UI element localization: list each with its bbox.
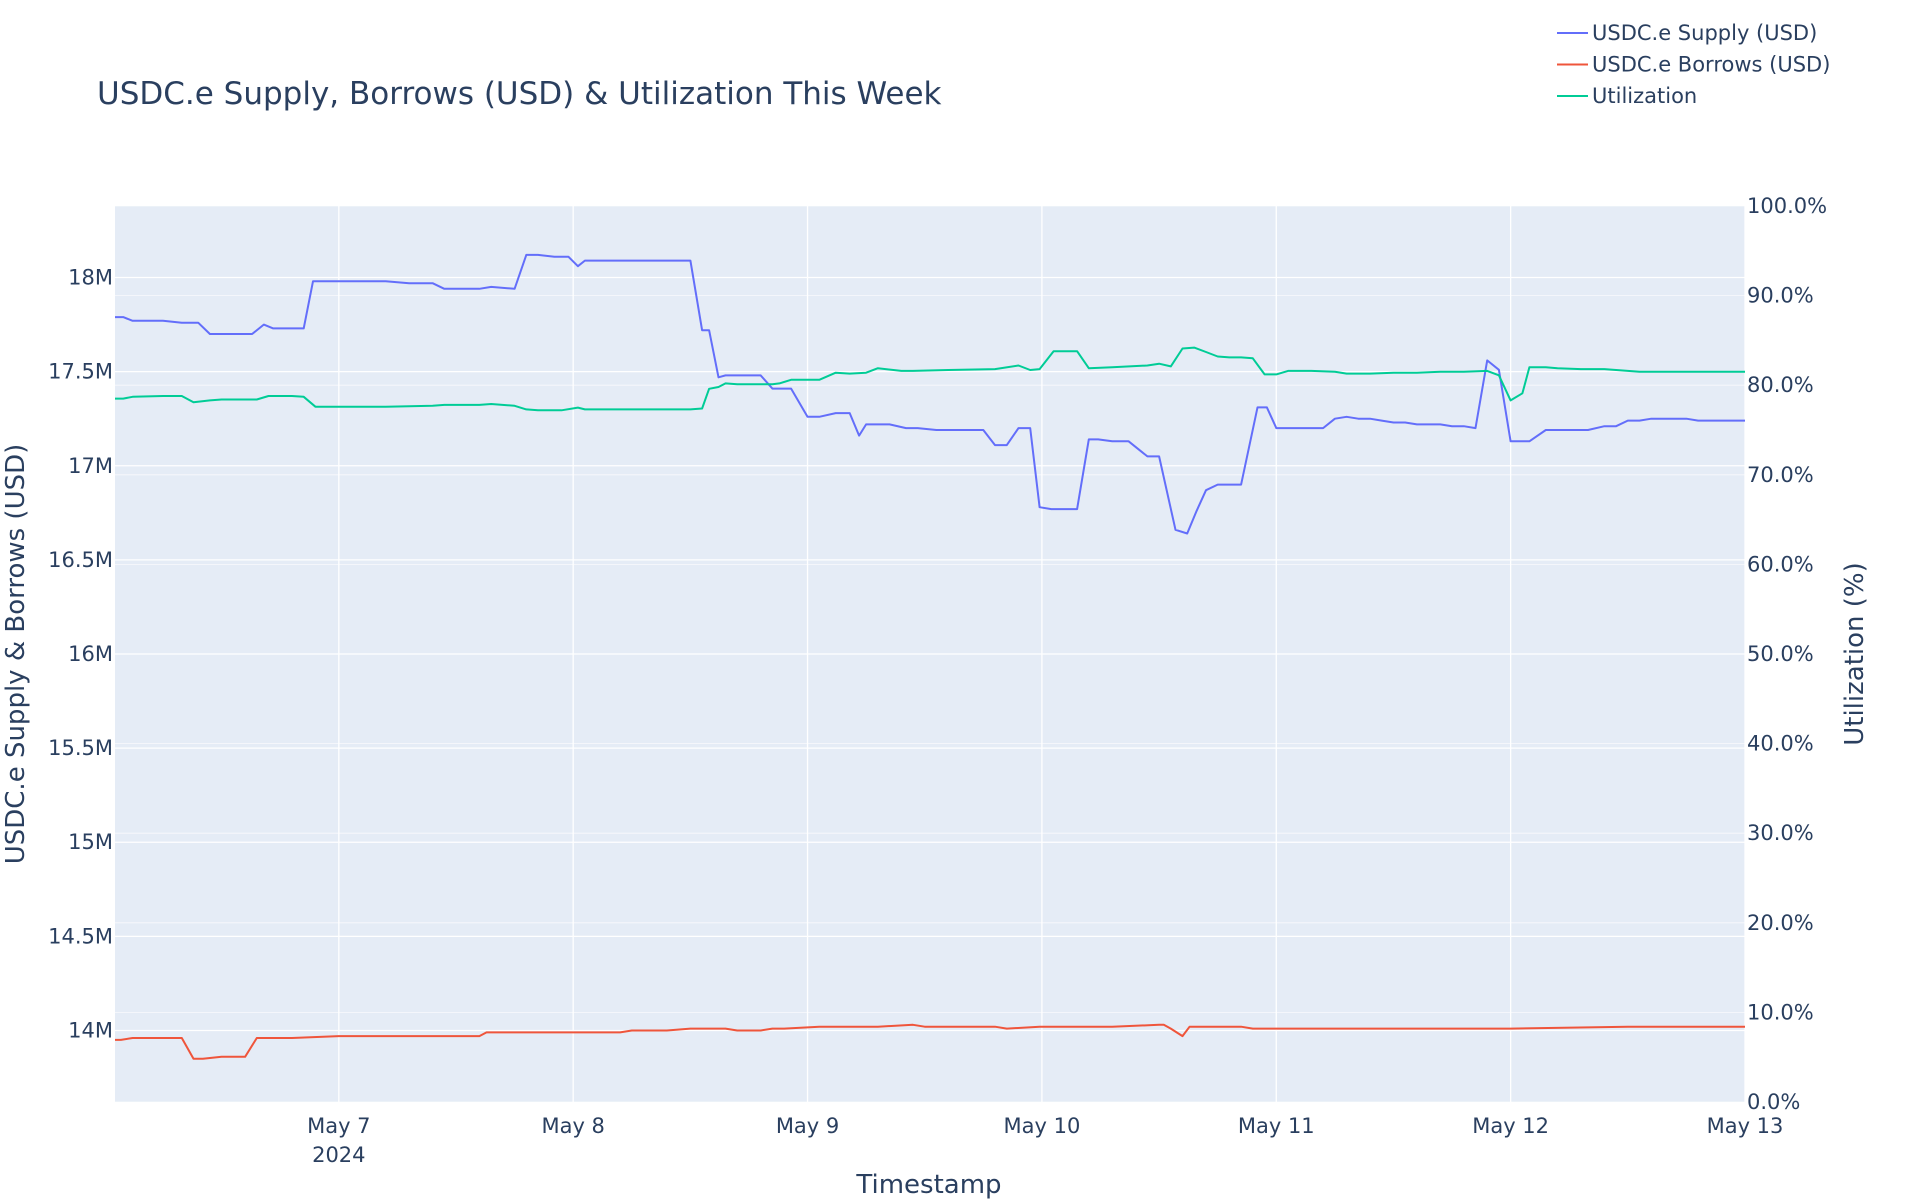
y2-tick-label: 20.0% <box>1747 911 1814 935</box>
chart-title: USDC.e Supply, Borrows (USD) & Utilizati… <box>97 76 942 112</box>
series-line-3 <box>115 346 1745 412</box>
x-axis-ticks: May 7 May 8 May 9 May 10 May 11 May 12 May 13 <box>307 1114 1783 1138</box>
x-tick-label: May 7 <box>307 1114 370 1138</box>
y2-tick-label: 100.0% <box>1747 194 1827 218</box>
y-tick-label: 18M <box>68 266 113 290</box>
x-tick-label: May 9 <box>776 1114 839 1138</box>
x-tick-label: May 8 <box>541 1114 604 1138</box>
y2-tick-label: 10.0% <box>1747 1000 1814 1024</box>
x-tick-label: May 10 <box>1004 1114 1081 1138</box>
x-axis-year: 2024 <box>312 1143 365 1167</box>
y-axis-title: USDC.e Supply & Borrows (USD) <box>1 444 31 865</box>
series-line-1 <box>115 253 1745 535</box>
y-tick-label: 14M <box>68 1018 113 1042</box>
legend-label-2: USDC.e Borrows (USD) <box>1592 53 1830 77</box>
y-tick-label: 17M <box>68 454 113 478</box>
y-tick-label: 15.5M <box>48 736 113 760</box>
y-tick-label: 15M <box>68 830 113 854</box>
y2-tick-label: 90.0% <box>1747 284 1814 308</box>
y2-tick-label: 30.0% <box>1747 821 1814 845</box>
legend-label-1: USDC.e Supply (USD) <box>1592 21 1817 45</box>
y2-tick-label: 70.0% <box>1747 463 1814 487</box>
data-series <box>115 253 1745 1060</box>
y2-tick-label: 0.0% <box>1747 1090 1800 1114</box>
y-axis-ticks: 14M 14.5M 15M 15.5M 16M 16.5M 17M 17.5M 18M <box>48 266 113 1043</box>
x-tick-label: May 13 <box>1707 1114 1784 1138</box>
y2-tick-label: 80.0% <box>1747 373 1814 397</box>
x-axis-title: Timestamp <box>855 1170 1001 1200</box>
y-tick-label: 17.5M <box>48 360 113 384</box>
y-tick-label: 14.5M <box>48 924 113 948</box>
y2-axis-ticks: 0.0% 10.0% 20.0% 30.0% 40.0% 50.0% 60.0% 70.0% 8… <box>1747 194 1827 1114</box>
series-line-2 <box>115 1023 1745 1060</box>
x-tick-label: May 12 <box>1472 1114 1549 1138</box>
y2-axis-title: Utilization (%) <box>1840 562 1870 746</box>
legend: USDC.e Supply (USD) USDC.e Borrows (USD) U… <box>1557 21 1830 108</box>
y-tick-label: 16.5M <box>48 548 113 572</box>
y2-tick-label: 50.0% <box>1747 642 1814 666</box>
y2-tick-label: 60.0% <box>1747 552 1814 576</box>
grid-lines <box>115 205 1746 1103</box>
legend-label-3: Utilization <box>1592 84 1697 108</box>
y-tick-label: 16M <box>68 642 113 666</box>
y2-tick-label: 40.0% <box>1747 732 1814 756</box>
x-tick-label: May 11 <box>1238 1114 1315 1138</box>
